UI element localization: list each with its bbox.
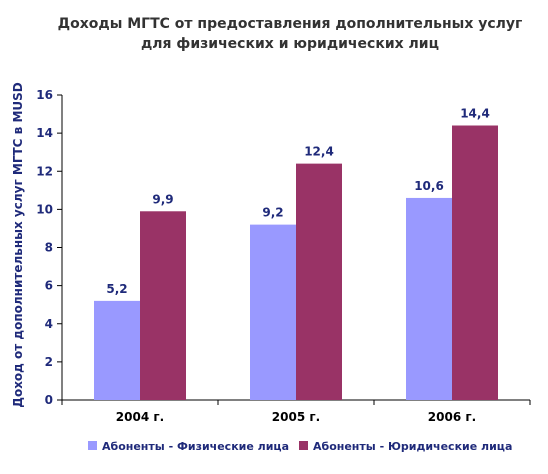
y-tick-label: 2 — [45, 355, 53, 369]
x-tick-label: 2004 г. — [116, 410, 164, 424]
chart-title-line1: Доходы МГТС от предоставления дополнител… — [58, 16, 523, 32]
bar-series2-3 — [452, 125, 498, 400]
x-tick-label: 2005 г. — [272, 410, 320, 424]
data-label: 9,2 — [262, 206, 283, 220]
legend: Абоненты - Физические лица Абоненты - Юри… — [88, 440, 512, 453]
y-tick-label: 14 — [36, 126, 53, 140]
bar-series2-1 — [140, 211, 186, 400]
bar-series1-1 — [94, 300, 140, 400]
y-tick-label: 10 — [36, 202, 53, 216]
x-tick-label: 2006 г. — [428, 410, 476, 424]
y-tick-label: 12 — [36, 164, 53, 178]
bar-series2-2 — [296, 163, 342, 400]
y-tick-label: 4 — [45, 317, 53, 331]
data-label: 5,2 — [106, 282, 127, 296]
plot-area: 0 2 4 6 8 10 12 14 16 5,2 9,9 2004 г. 9,2 12,4 2005 г.… — [36, 88, 531, 424]
data-label: 9,9 — [152, 192, 173, 206]
y-tick-label: 0 — [45, 393, 53, 407]
y-tick-label: 16 — [36, 88, 53, 102]
y-axis-label: Доход от дополнительных услуг МГТС в MUS… — [11, 82, 25, 408]
legend-swatch — [88, 441, 97, 450]
y-tick-label: 8 — [45, 241, 53, 255]
legend-swatch — [299, 441, 308, 450]
chart-title-line2: для физических и юридических лиц — [141, 36, 439, 52]
data-label: 10,6 — [414, 179, 444, 193]
data-label: 12,4 — [304, 145, 334, 159]
legend-label: Абоненты - Юридические лица — [313, 440, 512, 453]
data-label: 14,4 — [460, 107, 490, 121]
bar-series1-2 — [250, 224, 296, 400]
bar-series1-3 — [406, 197, 452, 400]
y-tick-label: 6 — [45, 279, 53, 293]
legend-label: Абоненты - Физические лица — [102, 440, 289, 453]
